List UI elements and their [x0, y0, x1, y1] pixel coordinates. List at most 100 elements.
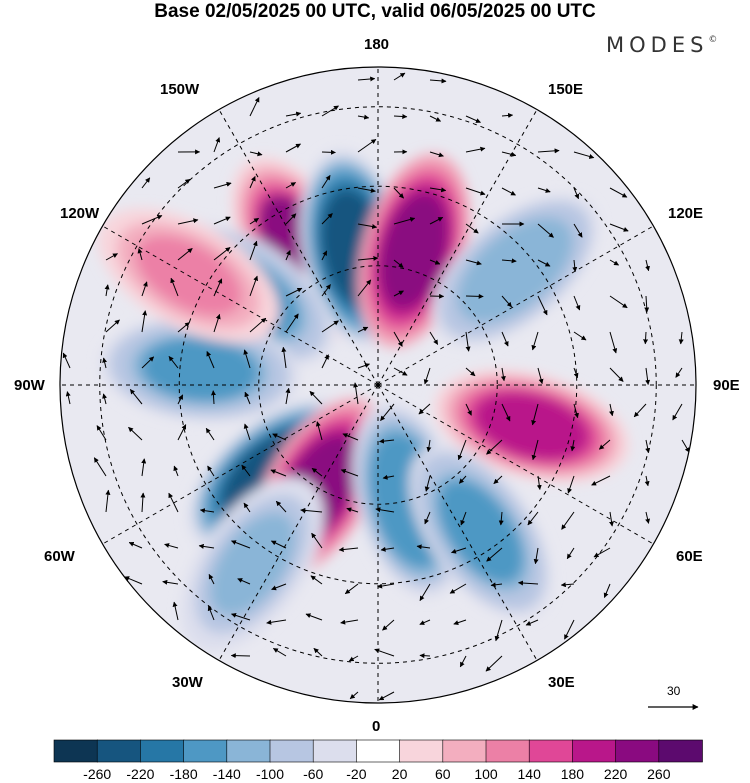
wind-arrow — [429, 187, 447, 193]
wind-arrow — [423, 367, 431, 385]
wind-arrow — [137, 248, 143, 261]
wind-arrow — [465, 259, 482, 266]
wind-arrow — [501, 187, 516, 196]
wind-arrow — [141, 356, 155, 369]
wind-arrow — [591, 475, 611, 486]
wind-arrow — [465, 331, 471, 352]
wind-arrow — [205, 427, 215, 441]
wind-arrow — [609, 223, 629, 232]
wind-arrow — [418, 403, 431, 415]
wind-arrow — [598, 439, 611, 450]
wind-arrow — [340, 469, 359, 477]
wind-arrow — [321, 174, 331, 189]
wind-arrow — [285, 313, 299, 333]
wind-arrow — [172, 601, 179, 621]
wind-arrow — [300, 507, 323, 513]
wind-arrow — [465, 223, 479, 234]
wind-arrow — [393, 290, 404, 297]
wind-arrow — [382, 619, 395, 631]
wind-arrow — [573, 331, 587, 341]
wind-arrow — [241, 464, 251, 477]
colorbar — [53, 739, 703, 763]
colorbar-tick-label: 180 — [560, 766, 585, 782]
meridian — [102, 225, 379, 386]
wind-arrow — [249, 275, 259, 297]
wind-arrow — [643, 331, 649, 345]
wind-arrow — [498, 511, 504, 526]
wind-arrow — [609, 367, 624, 382]
wind-arrow — [243, 423, 251, 441]
wind-arrow — [424, 475, 431, 492]
wind-arrow — [249, 240, 258, 261]
wind-arrow — [566, 547, 575, 560]
wind-arrow — [249, 97, 260, 117]
wind-arrow — [311, 532, 323, 549]
wind-arrow — [493, 475, 503, 484]
wind-arrow — [393, 187, 404, 199]
wind-arrow — [285, 143, 301, 153]
wind-arrow — [567, 475, 575, 494]
wind-arrow — [429, 151, 444, 158]
wind-arrow — [170, 277, 179, 297]
wind-arrow — [609, 259, 620, 266]
anomaly-contour — [210, 513, 295, 616]
wind-arrow — [313, 648, 323, 657]
wind-arrow — [338, 547, 359, 553]
wind-arrow — [609, 295, 628, 309]
wind-arrow — [465, 403, 472, 416]
wind-arrow — [342, 433, 359, 441]
wind-arrow — [249, 151, 263, 157]
wind-arrow — [486, 547, 503, 562]
wind-arrow — [531, 403, 539, 426]
wind-arrow — [465, 187, 486, 196]
wind-arrow — [321, 320, 339, 333]
wind-arrow — [285, 182, 297, 189]
wind-arrow — [633, 403, 647, 418]
wind-arrow — [419, 583, 431, 602]
wind-arrow — [357, 279, 372, 297]
wind-arrow — [609, 403, 614, 417]
lon-label-120w: 120W — [60, 205, 100, 222]
wind-arrow — [348, 655, 359, 662]
colorbar-swatch — [658, 739, 703, 763]
wind-arrow — [357, 363, 370, 369]
wind-arrow — [429, 259, 441, 265]
wind-arrow — [357, 76, 376, 82]
wind-arrow — [561, 511, 575, 530]
wind-arrow — [494, 619, 503, 642]
wind-arrow — [177, 322, 190, 333]
wind-arrow — [128, 426, 143, 441]
wind-arrow — [537, 187, 551, 193]
wind-arrow — [465, 293, 484, 299]
wind-arrow — [309, 390, 323, 405]
wind-arrow — [104, 284, 110, 297]
latitude-circle — [178, 185, 578, 585]
wind-arrow — [573, 223, 583, 238]
wind-arrow — [357, 326, 369, 333]
anomaly-negative-5 — [100, 316, 300, 422]
wind-arrow — [213, 181, 232, 189]
colorbar-swatch — [442, 739, 487, 763]
wind-arrow — [501, 258, 517, 264]
colorbar-swatch — [183, 739, 228, 763]
reference-vector-label: 30 — [667, 684, 681, 698]
wind-arrow — [644, 475, 650, 487]
wind-arrow — [573, 187, 580, 200]
wind-arrow — [501, 331, 509, 347]
lon-label-30e: 30E — [548, 674, 575, 691]
wind-arrow — [419, 619, 431, 625]
wind-arrow — [645, 511, 651, 524]
wind-arrow — [536, 475, 542, 490]
wind-arrow — [141, 458, 147, 477]
brand-name: MODES — [606, 33, 709, 57]
wind-arrow — [208, 573, 215, 585]
wind-arrow — [533, 547, 539, 565]
wind-arrow — [393, 113, 408, 119]
wind-arrow — [272, 433, 287, 441]
lon-label-60w: 60W — [44, 548, 75, 565]
wind-arrow — [124, 576, 143, 585]
wind-arrow — [609, 187, 628, 198]
wind-arrow — [603, 583, 611, 598]
wind-arrow — [105, 253, 118, 261]
